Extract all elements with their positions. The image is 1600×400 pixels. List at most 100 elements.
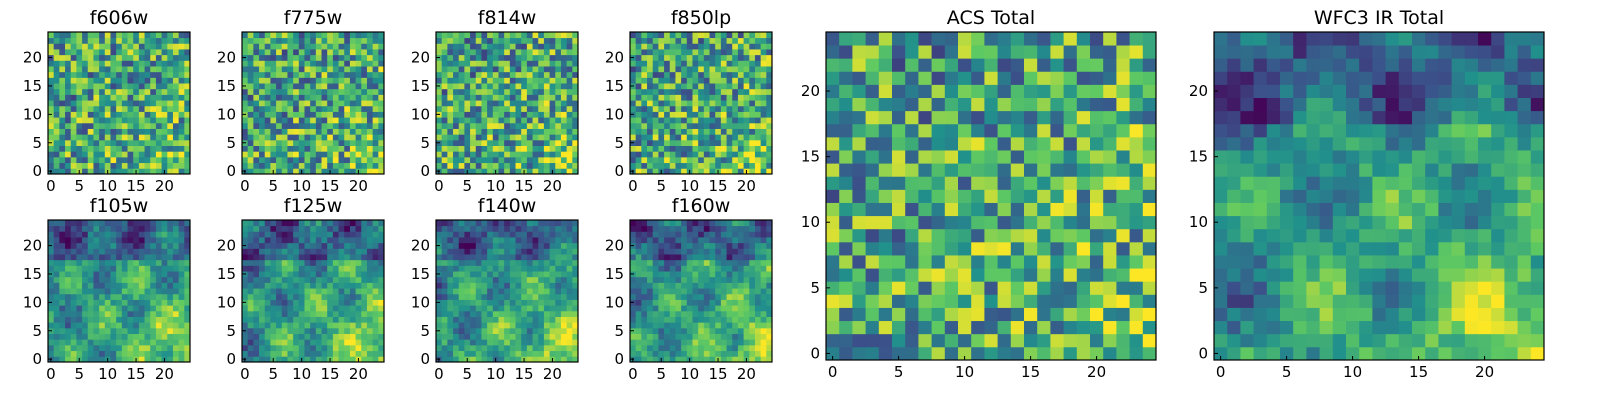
heatmap-cell [635,162,642,169]
heatmap-cell [543,100,550,107]
heatmap-cell [116,271,123,278]
heatmap-cell [82,37,89,44]
heatmap-cell [87,71,94,78]
heatmap-cell [116,259,123,266]
heatmap-cell [475,322,482,329]
heatmap-cell [53,316,60,323]
heatmap-cell [378,288,385,295]
heatmap-cell [492,66,499,73]
heatmap-cell [178,54,185,61]
heatmap-cell [572,37,579,44]
heatmap-cell [560,162,568,169]
heatmap-cell [698,339,705,346]
heatmap-cell [327,49,334,56]
heatmap-cell [647,271,654,278]
heatmap-cell [270,156,277,164]
heatmap-cell [743,288,750,295]
heatmap-cell [470,145,477,152]
heatmap-cell [287,282,294,289]
heatmap-cell [630,344,637,352]
heatmap-cell [127,265,134,272]
heatmap-cell [361,32,368,39]
heatmap-cell [703,49,710,56]
heatmap-cell [167,43,174,50]
heatmap-cell [167,316,174,323]
heatmap-cell [361,66,368,73]
heatmap-cell [150,333,157,340]
heatmap-cell [686,151,693,158]
heatmap-cell [242,60,249,67]
heatmap-cell [104,54,111,61]
heatmap-cell [53,271,60,278]
heatmap-cell [315,242,322,249]
heatmap-cell [242,117,249,124]
heatmap-cell [48,162,55,169]
heatmap-cell [635,310,642,317]
heatmap-cell [259,117,266,124]
heatmap-cell [686,122,693,129]
heatmap-cell [264,276,271,283]
heatmap-cell [144,231,151,238]
heatmap-cell [526,54,533,61]
heatmap-cell [116,231,123,238]
heatmap-cell [538,276,545,283]
heatmap-cell [304,322,311,329]
heatmap-cell [110,288,117,295]
heatmap-cell [555,77,562,84]
heatmap-cell [447,156,454,164]
heatmap-cell [332,145,339,152]
heatmap-cell [749,265,756,272]
heatmap-cell [543,156,550,164]
heatmap-cell [515,49,522,56]
heatmap-cell [487,339,494,346]
heatmap-cell [298,339,305,346]
heatmap-cell [87,94,94,101]
heatmap-cell [121,156,128,164]
heatmap-cell [304,37,311,44]
heatmap-cell [743,322,750,329]
heatmap-cell [93,168,100,175]
heatmap-cell [538,265,545,272]
heatmap-cell [664,356,671,363]
heatmap-cell [754,356,762,363]
heatmap-cell [355,327,362,334]
heatmap-cell [327,282,334,289]
heatmap-cell [259,156,266,164]
heatmap-cells [242,220,385,363]
heatmap-cell [276,248,283,255]
heatmap-cell [281,259,288,266]
heatmap-cell [698,344,705,352]
heatmap-cell [481,66,488,73]
heatmap-cell [298,237,305,244]
heatmap-cell [436,293,443,300]
heatmap-cell [116,350,123,357]
heatmap-cell [315,49,322,56]
heatmap-cell [315,293,322,300]
heatmap-cell [441,293,448,300]
heatmap-cell [566,259,573,266]
heatmap-cell [470,66,477,73]
heatmap-cell [538,43,545,50]
heatmap-cell [760,43,767,50]
heatmap-cell [498,94,505,101]
heatmap-cell [464,71,471,78]
heatmap-cell [492,231,499,238]
heatmap-cell [720,327,727,334]
heatmap-cell [93,231,100,238]
heatmap-cell [538,37,545,44]
heatmap-cell [48,248,55,255]
heatmap-cell [766,299,773,306]
heatmap-cell [338,310,345,317]
heatmap-cell [349,66,356,73]
heatmap-cell [635,276,642,283]
heatmap-cell [93,105,100,112]
heatmap-cell [441,100,448,107]
heatmap-cell [310,100,317,107]
heatmap-cell [464,134,471,141]
heatmap-cell [59,122,66,129]
heatmap-cell [276,88,283,95]
heatmap-cell [259,237,266,244]
heatmap-cell [65,134,72,141]
heatmap-cell [298,248,305,255]
heatmap-cell [259,254,266,261]
